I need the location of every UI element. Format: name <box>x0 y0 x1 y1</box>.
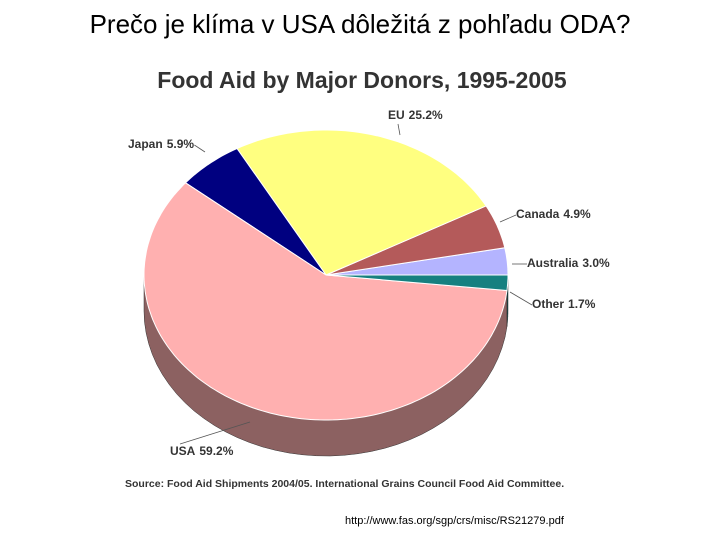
chart-title: Food Aid by Major Donors, 1995-2005 <box>157 67 567 93</box>
pie: Australia 3.0% Canada 4.9% EU 25.2% Japan 5.9% U… <box>128 108 610 458</box>
source: Source: Food Aid Shipments 2004/05. Inte… <box>125 478 564 490</box>
leader-line <box>499 214 517 223</box>
slice-label: USA 59.2% <box>170 444 234 458</box>
slide-title: Prečo je klíma v USA dôležitá z pohľadu … <box>90 9 631 39</box>
slice-label: Canada 4.9% <box>516 207 591 221</box>
slice-label: Japan 5.9% <box>128 137 194 151</box>
category-name: EU <box>388 108 405 122</box>
slice <box>184 147 327 276</box>
leader-line <box>509 291 533 306</box>
slice-label: Other 1.7% <box>532 297 596 311</box>
slice <box>143 182 508 421</box>
value-label: 5.9% <box>167 137 195 151</box>
category-name: USA <box>170 444 196 458</box>
slice <box>236 129 487 276</box>
value-label: 59.2% <box>199 444 233 458</box>
leader-line <box>194 144 206 153</box>
leader-line <box>397 123 401 136</box>
slice-label: EU 25.2% <box>388 108 443 122</box>
leader-line <box>179 421 251 445</box>
slice <box>325 205 506 276</box>
slice-label: Australia 3.0% <box>527 256 610 270</box>
slice <box>325 274 509 292</box>
value-label: 25.2% <box>409 108 443 122</box>
category-name: Canada <box>516 207 560 221</box>
category-name: Other <box>532 297 564 311</box>
url: http://www.fas.org/sgp/crs/misc/RS21279.… <box>345 515 565 527</box>
category-name: Australia <box>527 256 579 270</box>
value-label: 4.9% <box>563 207 591 221</box>
value-label: 3.0% <box>582 256 610 270</box>
value-label: 1.7% <box>568 297 596 311</box>
category-name: Japan <box>128 137 163 151</box>
